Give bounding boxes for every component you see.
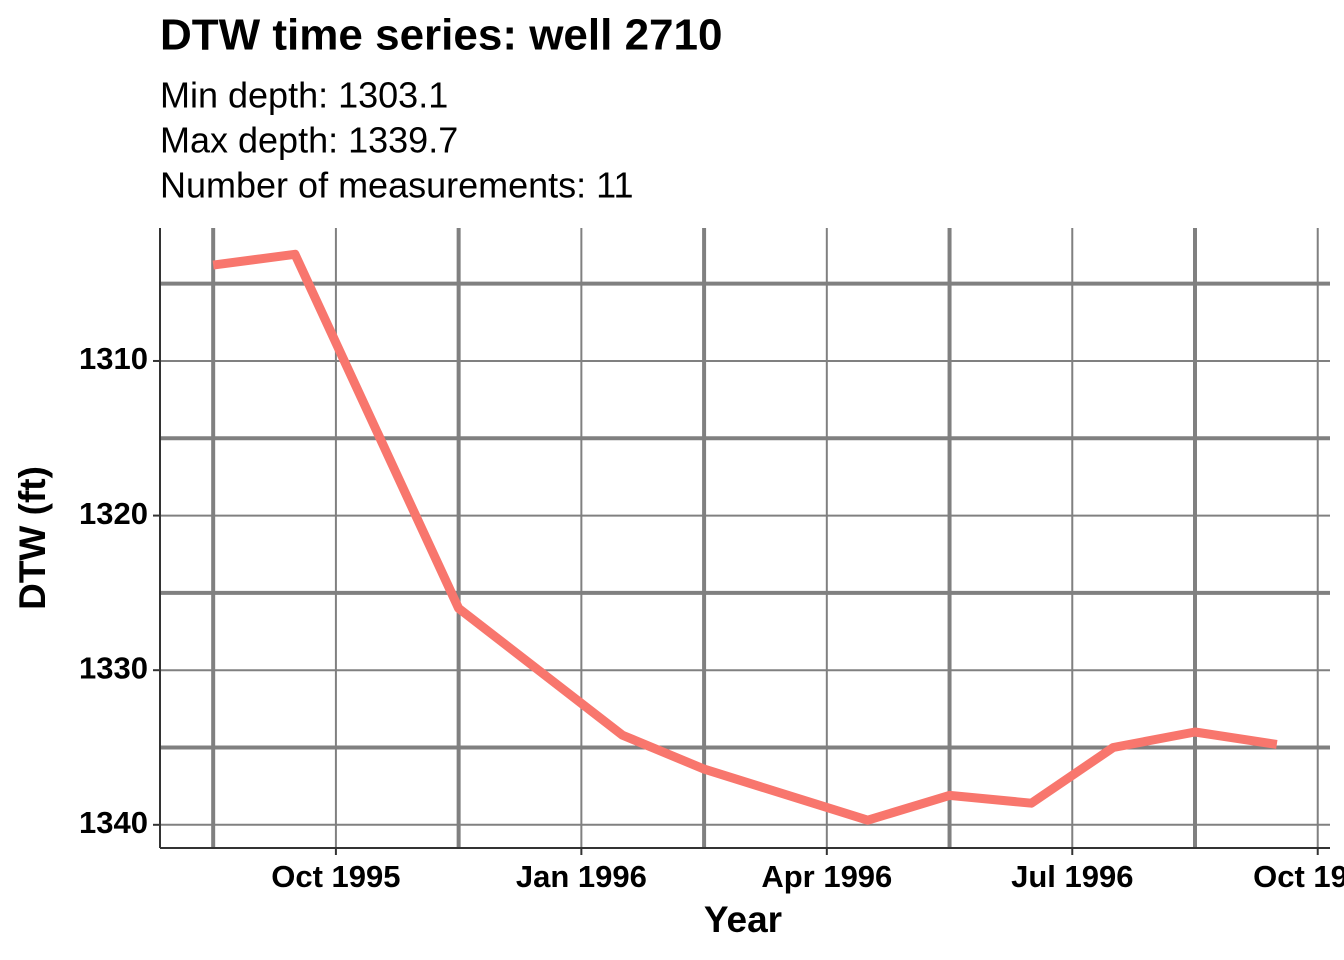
chart-subtitle: Number of measurements: 11 bbox=[160, 165, 634, 206]
y-tick-label: 1320 bbox=[79, 496, 148, 531]
x-tick-label: Oct 1995 bbox=[271, 859, 400, 894]
x-tick-label: Jul 1996 bbox=[1011, 859, 1133, 894]
y-axis-label: DTW (ft) bbox=[12, 466, 53, 610]
x-tick-label: Apr 1996 bbox=[761, 859, 892, 894]
y-tick-label: 1310 bbox=[79, 341, 148, 376]
y-tick-label: 1330 bbox=[79, 650, 148, 685]
x-axis-label: Year bbox=[704, 899, 782, 940]
x-tick-label: Jan 1996 bbox=[516, 859, 647, 894]
chart-subtitle: Min depth: 1303.1 bbox=[160, 75, 448, 116]
x-tick-label: Oct 1996 bbox=[1253, 859, 1344, 894]
chart-title: DTW time series: well 2710 bbox=[160, 11, 722, 60]
data-line bbox=[212, 249, 1278, 825]
chart-subtitle: Max depth: 1339.7 bbox=[160, 120, 458, 161]
y-tick-label: 1340 bbox=[79, 805, 148, 840]
